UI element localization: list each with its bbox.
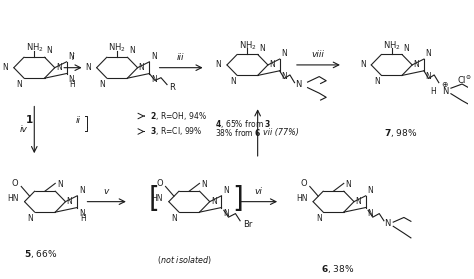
Text: NH$_2$: NH$_2$	[238, 39, 256, 52]
Text: Cl$^{\ominus}$: Cl$^{\ominus}$	[457, 74, 472, 86]
Text: O: O	[156, 179, 163, 188]
Text: R: R	[169, 83, 175, 92]
Text: N: N	[367, 208, 373, 218]
Text: N: N	[79, 208, 85, 218]
Text: N: N	[139, 63, 145, 72]
Text: $\mathbf{5}$, 66%: $\mathbf{5}$, 66%	[24, 248, 57, 260]
Text: N: N	[66, 197, 73, 206]
Text: N: N	[172, 214, 177, 223]
Text: N: N	[230, 77, 236, 86]
Text: 38% from $\mathbf{6}$: 38% from $\mathbf{6}$	[215, 127, 262, 138]
Text: O: O	[301, 179, 307, 188]
Text: N: N	[216, 61, 221, 69]
Text: iii: iii	[177, 53, 184, 62]
Text: N: N	[2, 63, 8, 72]
Text: NH$_2$: NH$_2$	[109, 42, 126, 54]
Text: N: N	[282, 49, 287, 58]
Text: v: v	[104, 187, 109, 196]
Text: $\mathbf{2}$, R=OH, 94%: $\mathbf{2}$, R=OH, 94%	[150, 110, 207, 122]
Text: N: N	[384, 219, 391, 228]
Text: N: N	[360, 61, 365, 69]
Text: N: N	[259, 44, 265, 53]
Text: N: N	[100, 80, 105, 89]
Text: ($\mathit{not\ isolated}$): ($\mathit{not\ isolated}$)	[157, 254, 212, 266]
Text: $\mathbf{4}$, 65% from $\mathbf{3}$: $\mathbf{4}$, 65% from $\mathbf{3}$	[215, 118, 271, 130]
Text: HN: HN	[8, 194, 19, 203]
Text: NH$_2$: NH$_2$	[26, 42, 43, 54]
Text: N: N	[374, 77, 380, 86]
Text: H: H	[430, 87, 436, 96]
Text: N: N	[68, 52, 74, 61]
Text: N: N	[355, 197, 361, 206]
Text: NH$_2$: NH$_2$	[383, 39, 401, 52]
Text: N: N	[211, 197, 217, 206]
Text: $\mathbf{3}$, R=Cl, 99%: $\mathbf{3}$, R=Cl, 99%	[150, 126, 202, 138]
Text: [: [	[149, 185, 160, 213]
Text: HN: HN	[296, 194, 308, 203]
Text: $\mathbf{6}$, 38%: $\mathbf{6}$, 38%	[321, 263, 355, 275]
Text: N: N	[269, 61, 275, 69]
Text: HN: HN	[152, 194, 163, 203]
Text: $\mathbf{7}$, 98%: $\mathbf{7}$, 98%	[384, 127, 418, 139]
Text: $\mathbf{1}$: $\mathbf{1}$	[26, 113, 34, 125]
Text: N: N	[151, 52, 157, 61]
Text: N: N	[17, 80, 22, 89]
Text: N: N	[68, 74, 74, 83]
Text: N: N	[443, 87, 449, 96]
Text: N: N	[223, 208, 229, 218]
Text: Br: Br	[243, 220, 253, 229]
Text: N: N	[27, 214, 33, 223]
Text: N: N	[57, 181, 63, 189]
Text: N: N	[426, 72, 431, 81]
Text: N: N	[201, 181, 207, 189]
Text: O: O	[12, 179, 18, 188]
Text: N: N	[56, 63, 62, 72]
Text: N: N	[129, 47, 135, 56]
Text: N: N	[79, 186, 85, 195]
Text: H: H	[80, 214, 86, 223]
Text: i: i	[72, 53, 74, 62]
Text: N: N	[413, 61, 419, 69]
Text: vi: vi	[254, 187, 262, 196]
Text: N: N	[316, 214, 321, 223]
Text: N: N	[295, 80, 301, 89]
Text: H: H	[69, 80, 75, 88]
Text: N: N	[426, 49, 431, 58]
Text: viii: viii	[312, 50, 325, 59]
Text: vii (77%): vii (77%)	[263, 128, 299, 137]
Text: N: N	[346, 181, 351, 189]
Text: ]: ]	[233, 185, 244, 213]
Text: ii: ii	[76, 116, 81, 125]
Text: N: N	[282, 72, 287, 81]
Text: $\oplus$: $\oplus$	[440, 80, 448, 88]
Text: N: N	[46, 47, 52, 56]
Text: N: N	[223, 186, 229, 195]
Text: N: N	[367, 186, 373, 195]
Text: iv: iv	[19, 125, 27, 134]
Text: N: N	[85, 63, 91, 72]
Text: N: N	[151, 74, 157, 83]
Text: N: N	[403, 44, 410, 53]
